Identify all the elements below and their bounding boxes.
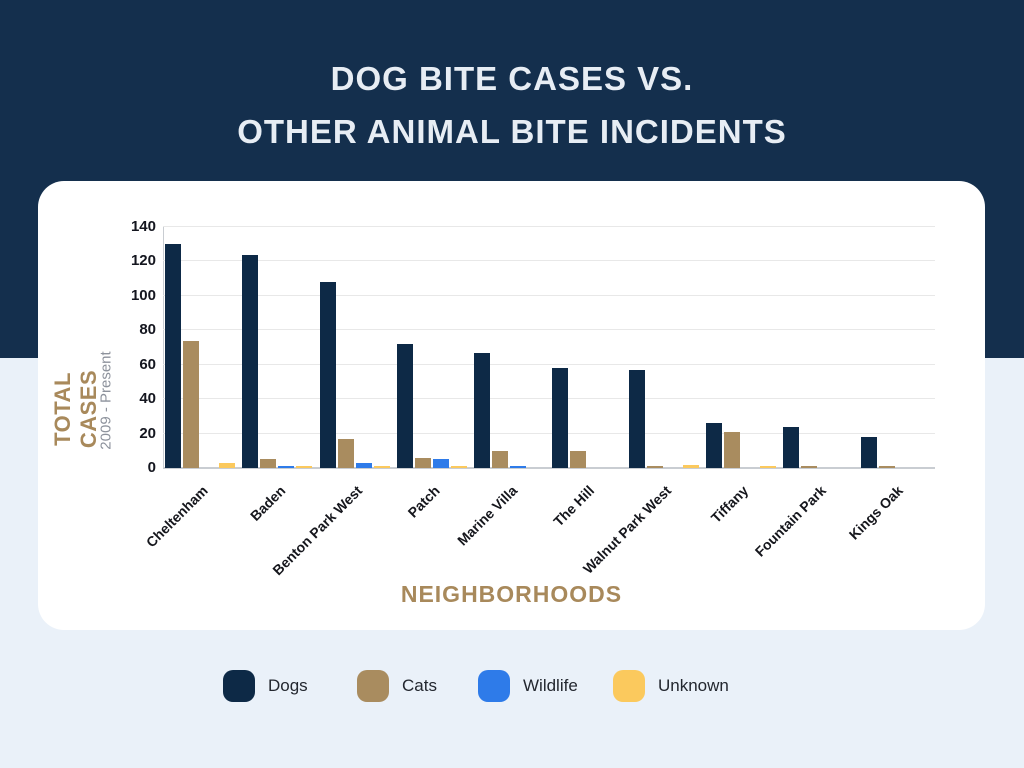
bar-cats-kings-oak <box>878 466 895 468</box>
bar-group-patch <box>396 344 467 468</box>
y-tick-label-40: 40 <box>139 390 156 408</box>
bar-dogs-cheltenham <box>165 244 181 468</box>
bar-group-walnut-park-west <box>628 369 699 468</box>
bar-unknown-cheltenham <box>219 462 235 468</box>
y-tick-label-120: 120 <box>130 252 156 270</box>
y-tick-label-100: 100 <box>130 286 156 304</box>
bar-dogs-tiffany <box>706 423 723 468</box>
y-tick-label-80: 80 <box>139 321 156 339</box>
bar-wildlife-baden <box>278 466 295 468</box>
bar-cats-marine-villa <box>492 450 509 468</box>
bar-wildlife-benton-park-west <box>355 462 372 468</box>
bar-group-baden <box>242 254 313 468</box>
legend-label-dogs: Dogs <box>268 676 308 695</box>
bar-group-cheltenham <box>165 244 235 468</box>
bar-group-marine-villa <box>474 352 544 468</box>
gridline-120 <box>163 260 935 262</box>
chart-legend: Dogs Cats Wildlife Unknown <box>0 670 1024 710</box>
bar-cats-benton-park-west <box>337 438 354 468</box>
bar-group-kings-oak <box>860 437 931 468</box>
bar-dogs-walnut-park-west <box>628 369 645 468</box>
plot-area: 0 20 40 60 80 100 120 140 Cheltenham Baden Benton … <box>131 218 935 578</box>
legend-label-unknown: Unknown <box>658 676 729 695</box>
bar-cats-the-hill <box>569 450 586 468</box>
y-tick-label-0: 0 <box>147 459 156 476</box>
bar-dogs-fountain-park <box>783 426 800 468</box>
bar-group-benton-park-west <box>319 282 390 468</box>
bar-dogs-kings-oak <box>860 437 877 468</box>
x-axis-line <box>163 467 935 469</box>
gridline-40 <box>163 398 935 400</box>
bar-cats-walnut-park-west <box>646 466 663 468</box>
legend-label-wildlife: Wildlife <box>523 676 578 695</box>
y-axis-line <box>163 227 164 469</box>
gridline-60 <box>163 363 935 365</box>
y-tick-label-140: 140 <box>130 218 156 235</box>
x-tick-label-text: Cheltenham <box>142 482 211 551</box>
bar-group-fountain-park <box>783 426 853 468</box>
gridline-140 <box>163 226 935 227</box>
bar-dogs-baden <box>242 254 259 468</box>
x-tick-label-text: Tiffany <box>708 482 752 526</box>
legend-item-wildlife: Wildlife <box>478 670 578 702</box>
x-tick-label-text: Baden <box>246 482 288 524</box>
page-title-line1: DOG BITE CASES VS. <box>330 60 694 97</box>
bar-unknown-baden <box>296 466 313 468</box>
bar-dogs-benton-park-west <box>319 282 336 468</box>
bar-unknown-walnut-park-west <box>682 464 699 468</box>
bar-wildlife-marine-villa <box>510 466 527 468</box>
bar-cats-baden <box>260 459 277 468</box>
bar-unknown-patch <box>450 466 467 468</box>
legend-item-dogs: Dogs <box>223 670 308 702</box>
bar-unknown-tiffany <box>760 466 777 468</box>
x-tick-label-text: Marine Villa <box>453 482 520 549</box>
bar-cats-cheltenham <box>183 340 199 468</box>
legend-swatch-cats <box>357 670 389 702</box>
x-tick-label-text: Kings Oak <box>846 482 907 543</box>
bar-dogs-marine-villa <box>474 352 491 468</box>
page-title-line2: OTHER ANIMAL BITE INCIDENTS <box>237 113 787 150</box>
bar-group-the-hill <box>551 368 622 468</box>
x-tick-label-text: Patch <box>404 482 443 521</box>
bar-unknown-benton-park-west <box>373 466 390 468</box>
bar-cats-tiffany <box>724 431 741 468</box>
chart-card: TOTAL CASES 2009 - Present 0 20 40 60 80 100 1… <box>38 181 985 630</box>
x-tick-label-text: The Hill <box>550 482 598 530</box>
legend-swatch-unknown <box>613 670 645 702</box>
legend-item-unknown: Unknown <box>613 670 729 702</box>
page-title: DOG BITE CASES VS. OTHER ANIMAL BITE INC… <box>0 52 1024 158</box>
legend-swatch-wildlife <box>478 670 510 702</box>
bar-group-tiffany <box>706 423 777 468</box>
gridline-100 <box>163 294 935 296</box>
legend-swatch-dogs <box>223 670 255 702</box>
gridline-80 <box>163 329 935 331</box>
x-axis-title: NEIGHBORHOODS <box>400 581 623 607</box>
gridline-20 <box>163 432 935 434</box>
y-tick-label-20: 20 <box>139 424 156 442</box>
bar-cats-fountain-park <box>801 466 818 468</box>
y-tick-label-60: 60 <box>139 355 156 373</box>
x-tick-label-text: Fountain Park <box>751 482 830 560</box>
bar-dogs-the-hill <box>551 368 568 468</box>
legend-label-cats: Cats <box>402 676 437 695</box>
bar-cats-patch <box>414 457 431 468</box>
bar-wildlife-patch <box>432 459 449 468</box>
legend-item-cats: Cats <box>357 670 437 702</box>
bar-dogs-patch <box>396 344 413 468</box>
